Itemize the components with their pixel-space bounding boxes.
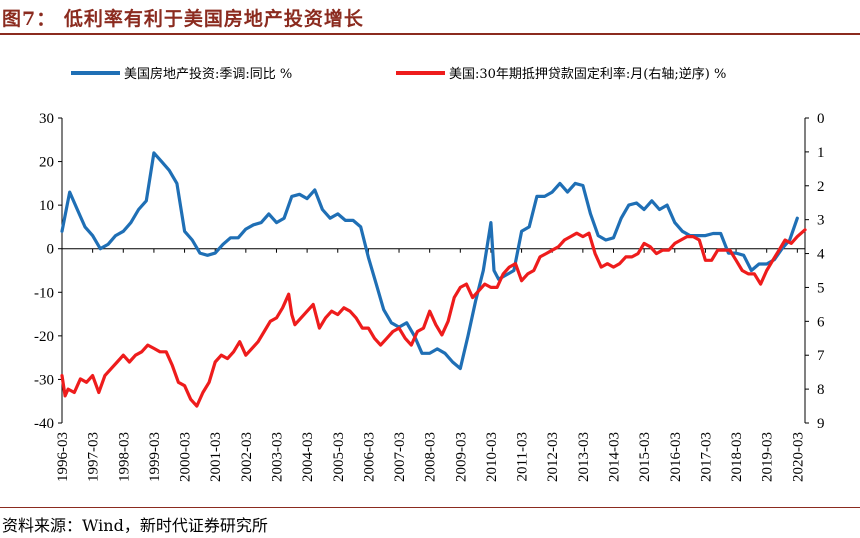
right-tick-label: 1 bbox=[817, 145, 825, 161]
right-tick-label: 5 bbox=[817, 280, 825, 296]
series-lines bbox=[60, 151, 807, 408]
x-tick-label: 2011-03 bbox=[515, 432, 531, 481]
x-tick-label: 2001-03 bbox=[208, 432, 224, 482]
right-tick-label: 6 bbox=[817, 314, 825, 330]
right-tick-label: 7 bbox=[817, 348, 825, 364]
x-tick-label: 2006-03 bbox=[361, 432, 377, 482]
investment-series-line bbox=[60, 151, 799, 371]
x-tick-label: 2017-03 bbox=[698, 432, 714, 482]
tick-labels: 30 20 10 0 -10 -20 -30 -40 0 1 2 3 4 5 6 7 8 9 1996-03 1997… bbox=[34, 111, 825, 482]
left-tick-label: -30 bbox=[34, 372, 54, 388]
x-tick-label: 2003-03 bbox=[269, 432, 285, 482]
right-tick-label: 2 bbox=[817, 179, 825, 195]
x-tick-label: 2019-03 bbox=[760, 432, 776, 482]
x-tick-label: 1998-03 bbox=[116, 432, 132, 482]
x-tick-label: 2007-03 bbox=[392, 432, 408, 482]
x-tick-label: 1997-03 bbox=[86, 432, 102, 482]
chart-title: 图7： 低利率有利于美国房地产投资增长 bbox=[2, 8, 364, 30]
axes bbox=[58, 117, 809, 424]
source-note: 资料来源：Wind，新时代证券研究所 bbox=[2, 516, 268, 535]
mortgage-series-line bbox=[60, 228, 807, 408]
x-tick-label: 1999-03 bbox=[147, 432, 163, 482]
left-tick-label: -20 bbox=[34, 329, 54, 345]
legend-label-mortgage: 美国:30年期抵押贷款固定利率:月(右轴;逆序) % bbox=[449, 66, 726, 82]
left-tick-label: -40 bbox=[34, 416, 54, 432]
x-tick-label: 2005-03 bbox=[331, 432, 347, 482]
x-tick-label: 2009-03 bbox=[453, 432, 469, 482]
left-tick-label: -10 bbox=[34, 285, 54, 301]
source-divider bbox=[0, 507, 860, 508]
right-tick-label: 9 bbox=[817, 416, 825, 432]
x-tick-label: 2014-03 bbox=[607, 432, 623, 482]
x-tick-label: 2020-03 bbox=[790, 432, 806, 482]
x-tick-label: 2012-03 bbox=[545, 432, 561, 482]
x-tick-label: 2000-03 bbox=[178, 432, 194, 482]
x-tick-label: 2015-03 bbox=[637, 432, 653, 482]
right-tick-label: 4 bbox=[817, 247, 825, 263]
x-tick-label: 2013-03 bbox=[576, 432, 592, 482]
title-divider bbox=[0, 33, 860, 35]
right-tick-label: 8 bbox=[817, 382, 825, 398]
x-tick-label: 2008-03 bbox=[423, 432, 439, 482]
x-tick-label: 1996-03 bbox=[55, 432, 71, 482]
left-tick-label: 10 bbox=[39, 198, 54, 214]
left-tick-label: 20 bbox=[39, 155, 54, 171]
x-tick-label: 2016-03 bbox=[668, 432, 684, 482]
x-tick-label: 2018-03 bbox=[729, 432, 745, 482]
left-tick-label: 0 bbox=[47, 242, 55, 258]
x-tick-label: 2004-03 bbox=[300, 432, 316, 482]
legend: 美国房地产投资:季调:同比 % 美国:30年期抵押贷款固定利率:月(右轴;逆序)… bbox=[71, 66, 726, 82]
x-tick-label: 2002-03 bbox=[239, 432, 255, 482]
x-tick-label: 2010-03 bbox=[484, 432, 500, 482]
right-tick-label: 0 bbox=[817, 111, 825, 127]
legend-label-investment: 美国房地产投资:季调:同比 % bbox=[124, 66, 292, 82]
right-tick-label: 3 bbox=[817, 213, 825, 229]
left-tick-label: 30 bbox=[39, 111, 54, 127]
